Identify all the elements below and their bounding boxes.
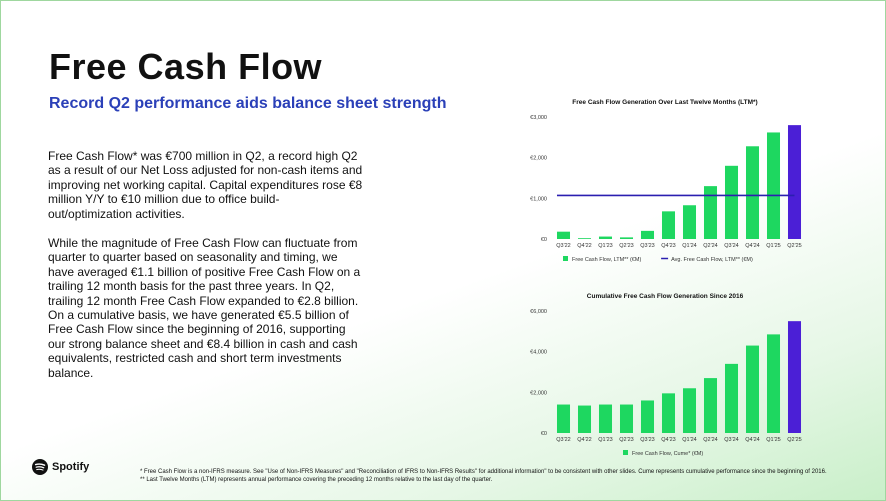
bar-Q323: [640, 400, 655, 433]
x-tick-label: Q2'24: [703, 243, 718, 249]
footnotes: * Free Cash Flow is a non-IFRS measure. …: [140, 469, 860, 485]
bar-Q125: [766, 132, 781, 239]
legend-swatch: [623, 450, 628, 455]
bar-Q223: [619, 237, 634, 239]
bar-Q224: [703, 186, 718, 239]
x-tick-label: Q1'24: [682, 437, 697, 443]
y-tick-label: €1,000: [530, 196, 547, 202]
y-tick-label: €2,000: [530, 156, 547, 162]
ltm-fcf-chart: Free Cash Flow Generation Over Last Twel…: [530, 99, 802, 263]
bar-Q324: [724, 165, 739, 239]
legend-label: Avg. Free Cash Flow, LTM** (€M): [671, 257, 753, 263]
bar-Q124: [682, 388, 697, 433]
y-tick-label: €0: [541, 431, 547, 437]
bar-Q125: [766, 334, 781, 433]
x-tick-label: Q1'24: [682, 243, 697, 249]
page-title: Free Cash Flow: [49, 46, 323, 87]
paragraph-fcf-detail: While the magnitude of Free Cash Flow ca…: [48, 236, 361, 380]
legend-swatch: [563, 256, 568, 261]
chart-title: Free Cash Flow Generation Over Last Twel…: [572, 99, 757, 106]
legend-label: Free Cash Flow, LTM** (€M): [572, 257, 641, 263]
paragraph-fcf-summary: Free Cash Flow* was €700 million in Q2, …: [48, 149, 363, 221]
x-tick-label: Q4'22: [577, 437, 592, 443]
y-tick-label: €4,000: [530, 350, 547, 356]
x-tick-label: Q4'24: [745, 243, 760, 249]
bar-Q124: [682, 205, 697, 239]
footnote-ltm: ** Last Twelve Months (LTM) represents a…: [140, 476, 493, 483]
bar-Q323: [640, 230, 655, 239]
x-tick-label: Q2'24: [703, 437, 718, 443]
y-tick-label: €0: [541, 237, 547, 243]
bar-Q123: [598, 404, 613, 433]
x-tick-label: Q1'25: [766, 243, 781, 249]
x-tick-label: Q3'24: [724, 437, 739, 443]
bar-Q423: [661, 393, 676, 433]
y-tick-label: €6,000: [530, 309, 547, 315]
x-tick-label: Q3'22: [556, 243, 571, 249]
bar-Q225: [787, 321, 802, 433]
x-tick-label: Q2'25: [787, 243, 802, 249]
y-tick-label: €3,000: [530, 115, 547, 121]
bar-Q422: [577, 405, 592, 433]
bar-Q223: [619, 404, 634, 433]
x-tick-label: Q4'23: [661, 437, 676, 443]
bar-Q322: [556, 404, 571, 433]
x-tick-label: Q3'24: [724, 243, 739, 249]
logo-wordmark: Spotify: [52, 461, 90, 473]
bar-Q422: [577, 238, 592, 239]
bar-Q424: [745, 345, 760, 433]
y-tick-label: €2,000: [530, 390, 547, 396]
bar-Q423: [661, 211, 676, 239]
spotify-logo: Spotify: [32, 459, 89, 475]
bar-Q225: [787, 125, 802, 239]
x-tick-label: Q2'25: [787, 437, 802, 443]
spotify-icon: [32, 459, 48, 475]
x-tick-label: Q3'23: [640, 437, 655, 443]
bar-Q424: [745, 146, 760, 239]
x-tick-label: Q1'23: [598, 243, 613, 249]
footnote-fcf: * Free Cash Flow is a non-IFRS measure. …: [140, 469, 827, 475]
bar-Q224: [703, 378, 718, 433]
bar-Q123: [598, 236, 613, 239]
x-tick-label: Q2'23: [619, 437, 634, 443]
legend-label: Free Cash Flow, Cume* (€M): [632, 451, 703, 457]
bar-Q324: [724, 363, 739, 433]
page-subtitle: Record Q2 performance aids balance sheet…: [49, 95, 447, 112]
x-tick-label: Q1'23: [598, 437, 613, 443]
x-tick-label: Q2'23: [619, 243, 634, 249]
x-tick-label: Q4'23: [661, 243, 676, 249]
x-tick-label: Q3'22: [556, 437, 571, 443]
x-tick-label: Q1'25: [766, 437, 781, 443]
x-tick-label: Q4'22: [577, 243, 592, 249]
x-tick-label: Q3'23: [640, 243, 655, 249]
cumulative-fcf-chart: Cumulative Free Cash Flow Generation Sin…: [530, 293, 802, 457]
x-tick-label: Q4'24: [745, 437, 760, 443]
chart-title: Cumulative Free Cash Flow Generation Sin…: [587, 293, 744, 300]
bar-Q322: [556, 231, 571, 239]
